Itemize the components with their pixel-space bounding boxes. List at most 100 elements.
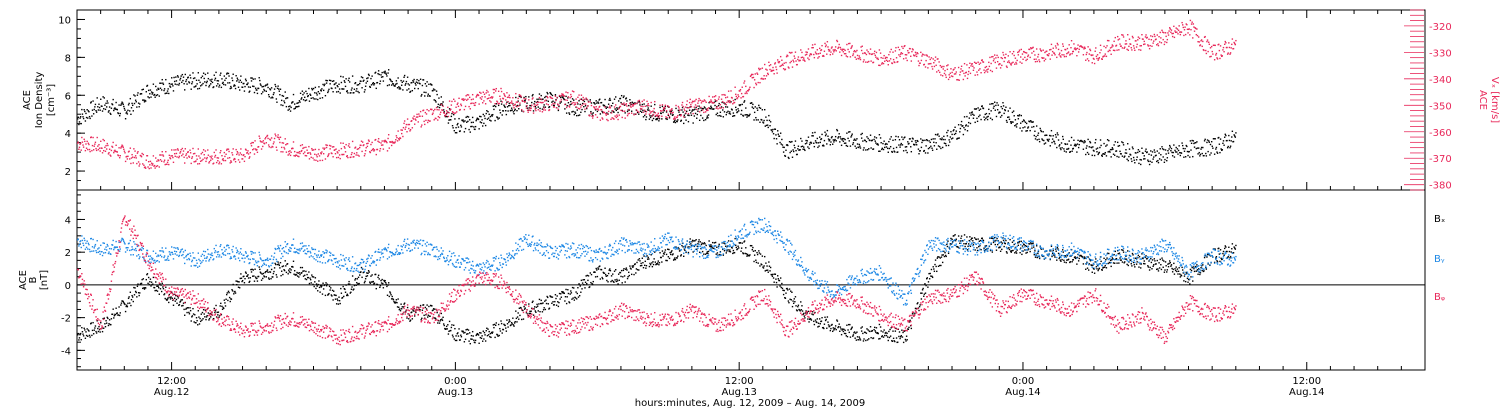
density-point [651, 119, 654, 122]
vx-point [469, 108, 471, 110]
vx-point [1126, 48, 1128, 51]
vx-point [545, 103, 548, 105]
vx-point [1140, 49, 1142, 51]
density-point [555, 98, 557, 101]
vx-point [1158, 35, 1160, 38]
vx-point [1115, 44, 1118, 47]
density-point [1223, 136, 1226, 138]
bx-point [135, 291, 137, 294]
vx-point [1070, 46, 1072, 49]
vx-point [225, 153, 227, 155]
density-point [565, 95, 567, 98]
density-point [157, 87, 159, 90]
vx-point [347, 145, 350, 147]
vx-point [881, 63, 883, 65]
density-point [580, 111, 582, 114]
vx-point [999, 67, 1002, 69]
density-point [784, 155, 787, 157]
vx-point [331, 152, 333, 155]
vx-point [168, 154, 171, 157]
vx-point [223, 151, 226, 154]
vx-point [227, 157, 229, 159]
bx-point [273, 267, 276, 269]
vx-point [580, 94, 583, 96]
vx-point [696, 105, 699, 107]
density-point [1203, 140, 1206, 142]
density-point [214, 77, 217, 80]
density-point [87, 110, 90, 112]
vx-point [280, 151, 282, 153]
density-point [330, 79, 332, 82]
bx-point [98, 325, 100, 328]
vx-point [429, 120, 431, 122]
vx-point [274, 133, 276, 135]
density-point [345, 78, 347, 80]
vx-point [511, 102, 513, 104]
density-point [306, 95, 309, 98]
vx-point [1088, 60, 1090, 62]
vx-point [359, 146, 361, 149]
bx-point [363, 271, 365, 273]
density-point [367, 77, 369, 79]
vx-point [600, 108, 603, 111]
density-point [103, 108, 105, 110]
vx-point [856, 49, 858, 52]
density-point [231, 77, 233, 79]
vx-point [185, 154, 187, 157]
density-point [847, 131, 850, 133]
density-point [764, 125, 766, 127]
vx-point [546, 95, 548, 98]
bx-point [513, 325, 515, 327]
density-point [1103, 153, 1106, 155]
bx-point [239, 277, 241, 280]
vx-point [1067, 51, 1070, 53]
bx-point [311, 274, 313, 276]
vx-point [496, 100, 498, 102]
density-point [1066, 148, 1068, 150]
vx-point [1229, 52, 1232, 54]
vx-point [491, 97, 493, 99]
bx-point [408, 314, 411, 316]
density-point [124, 109, 126, 111]
vx-point [739, 88, 742, 91]
density-point [606, 106, 609, 108]
bx-point [432, 308, 435, 310]
bx-point [282, 273, 284, 276]
bx-point [366, 272, 368, 274]
vx-point [960, 65, 963, 68]
bx-point [348, 283, 351, 285]
top-left-tick-label: 8 [65, 53, 71, 64]
density-point [324, 94, 327, 97]
vx-point [1056, 42, 1059, 45]
density-point [1085, 147, 1088, 149]
vx-point [246, 151, 249, 154]
vx-point [425, 113, 428, 115]
bx-point [395, 301, 397, 303]
vx-point [604, 112, 607, 115]
vx-point [1044, 58, 1047, 60]
bx-point [532, 314, 535, 316]
vx-point [327, 154, 330, 156]
vx-point [624, 117, 626, 119]
vx-point [194, 152, 196, 155]
vx-point [493, 88, 496, 91]
vx-point [398, 139, 401, 141]
bx-point [278, 263, 280, 265]
vx-point [1060, 49, 1063, 52]
bx-point [244, 277, 246, 280]
bx-point [439, 320, 441, 322]
vx-point [984, 66, 986, 69]
density-point [447, 122, 450, 124]
density-point [643, 103, 645, 105]
density-point [840, 144, 843, 147]
vx-point [93, 145, 95, 147]
density-point [378, 73, 380, 76]
vx-point [267, 137, 269, 140]
vx-point [1175, 27, 1177, 29]
density-point [228, 75, 230, 77]
density-point [92, 113, 95, 115]
vx-point [685, 103, 688, 106]
density-point [1054, 134, 1057, 136]
vx-point [1178, 25, 1180, 27]
density-point [436, 93, 438, 96]
